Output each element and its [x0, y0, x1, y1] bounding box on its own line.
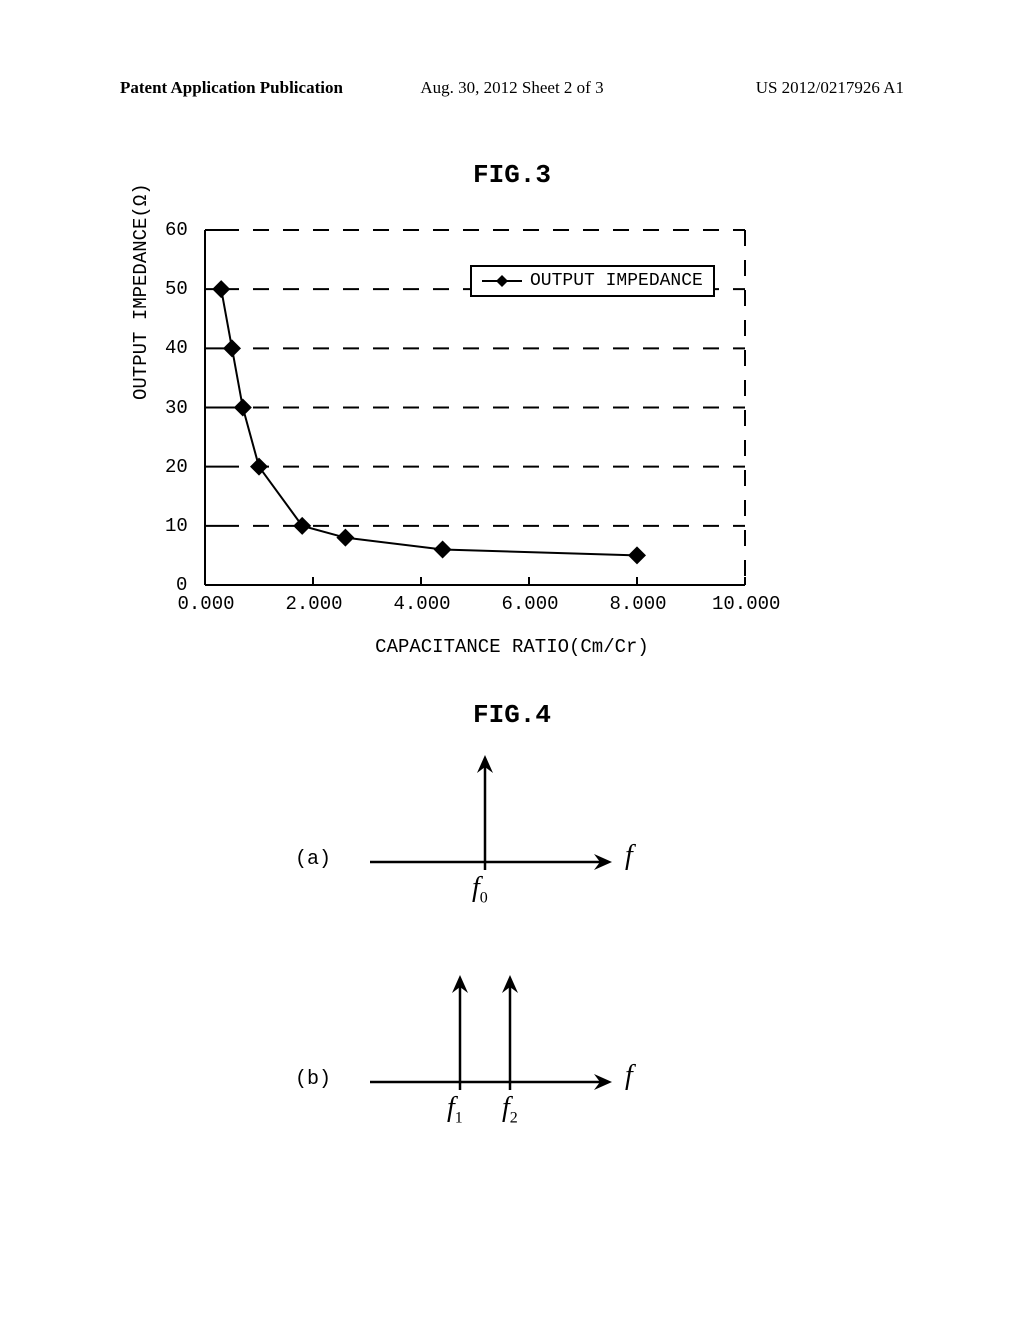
y-tick-label: 50: [165, 278, 188, 300]
diagram-b-f2-label: f2: [502, 1092, 518, 1128]
fig3-label: FIG.3: [473, 160, 551, 190]
x-tick-label: 0.000: [178, 593, 235, 615]
diagram-a-f0-label: f0: [472, 872, 488, 908]
x-tick-label: 2.000: [286, 593, 343, 615]
y-tick-label: 60: [165, 219, 188, 241]
legend-text: OUTPUT IMPEDANCE: [530, 271, 703, 291]
x-tick-label: 4.000: [394, 593, 451, 615]
x-tick-label: 8.000: [610, 593, 667, 615]
diagram-b-label: (b): [295, 1068, 331, 1091]
chart-legend: OUTPUT IMPEDANCE: [470, 265, 715, 297]
diagram-b-f-label: f: [625, 1060, 633, 1092]
y-tick-label: 10: [165, 515, 188, 537]
x-tick-label: 10.000: [712, 593, 780, 615]
header-left: Patent Application Publication: [120, 78, 343, 98]
y-axis-label: OUTPUT IMPEDANCE(Ω): [130, 183, 152, 400]
y-tick-label: 20: [165, 456, 188, 478]
diagram-a-f-label: f: [625, 840, 633, 872]
header-mid: Aug. 30, 2012 Sheet 2 of 3: [420, 78, 603, 98]
x-tick-label: 6.000: [502, 593, 559, 615]
header-right: US 2012/0217926 A1: [756, 78, 904, 98]
diagram-a-label: (a): [295, 848, 331, 871]
diagram-b-f1-label: f1: [447, 1092, 463, 1128]
y-tick-label: 30: [165, 397, 188, 419]
y-tick-label: 40: [165, 337, 188, 359]
x-axis-label: CAPACITANCE RATIO(Cm/Cr): [375, 636, 649, 658]
fig4-label: FIG.4: [473, 700, 551, 730]
legend-marker: [482, 274, 522, 288]
